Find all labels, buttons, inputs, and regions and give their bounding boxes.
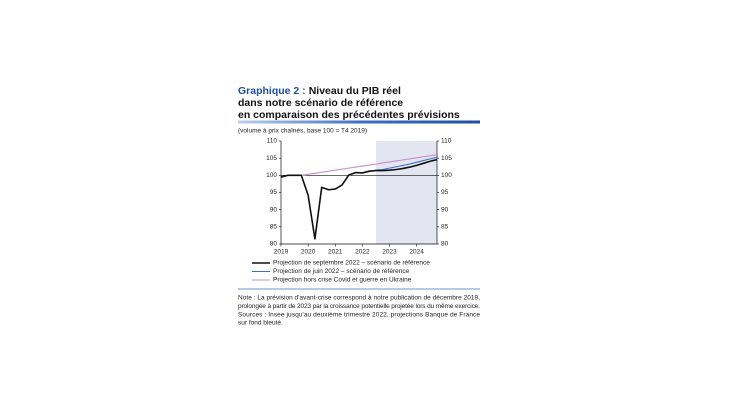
- title-line: dans notre scénario de référence: [238, 97, 403, 109]
- x-tick-label: 2022: [355, 249, 370, 256]
- x-tick-label: 2021: [328, 249, 343, 256]
- legend-label: Projection hors crise Covid et guerre en…: [273, 277, 412, 284]
- axis-frame: [280, 141, 438, 245]
- chart-title: Graphique 2 : Niveau du PIB réel: [238, 85, 401, 97]
- projection-shading: [375, 141, 437, 244]
- series-line: [280, 158, 438, 240]
- y2-tick-label: 80: [441, 241, 449, 248]
- y2-tick-label: 105: [441, 155, 452, 162]
- series-line: [301, 154, 438, 176]
- note-line: sur fond bleuté.: [238, 320, 283, 327]
- legend-label: Projection de juin 2022 – scénario de ré…: [273, 268, 410, 275]
- x-tick-label: 2024: [409, 249, 424, 256]
- chart-subtitle: (volume à prix chaînés, base 100 = T4 20…: [238, 128, 367, 135]
- title-line: en comparaison des précédentes prévision…: [238, 109, 460, 121]
- note-line: prolongée à partir de 2023 par la croiss…: [238, 303, 480, 310]
- y-tick-label: 80: [270, 241, 278, 248]
- x-tick-label: 2023: [382, 249, 397, 256]
- y2-tick-label: 90: [441, 206, 449, 213]
- y-tick-label: 110: [267, 138, 278, 145]
- y2-tick-label: 95: [441, 189, 449, 196]
- note-line: Note : La prévision d'avant-crise corres…: [238, 295, 480, 302]
- y2-tick-label: 110: [441, 138, 452, 145]
- y-tick-label: 105: [266, 155, 277, 162]
- title-line: Niveau du PIB réel: [309, 85, 401, 97]
- x-tick-label: 2019: [274, 249, 289, 256]
- y2-tick-label: 100: [441, 172, 452, 179]
- y2-tick-label: 85: [441, 224, 449, 231]
- y-tick-label: 100: [266, 172, 277, 179]
- y-tick-label: 90: [270, 206, 278, 213]
- title-label: Graphique 2 :: [238, 85, 306, 97]
- x-tick-label: 2020: [301, 249, 316, 256]
- title-rule: [238, 120, 480, 124]
- legend-label: Projection de septembre 2022 – scénario …: [273, 260, 430, 267]
- note-line: Sources : Insee jusqu'au deuxième trimes…: [238, 311, 480, 318]
- y-tick-label: 95: [270, 189, 278, 196]
- y-tick-label: 85: [270, 224, 278, 231]
